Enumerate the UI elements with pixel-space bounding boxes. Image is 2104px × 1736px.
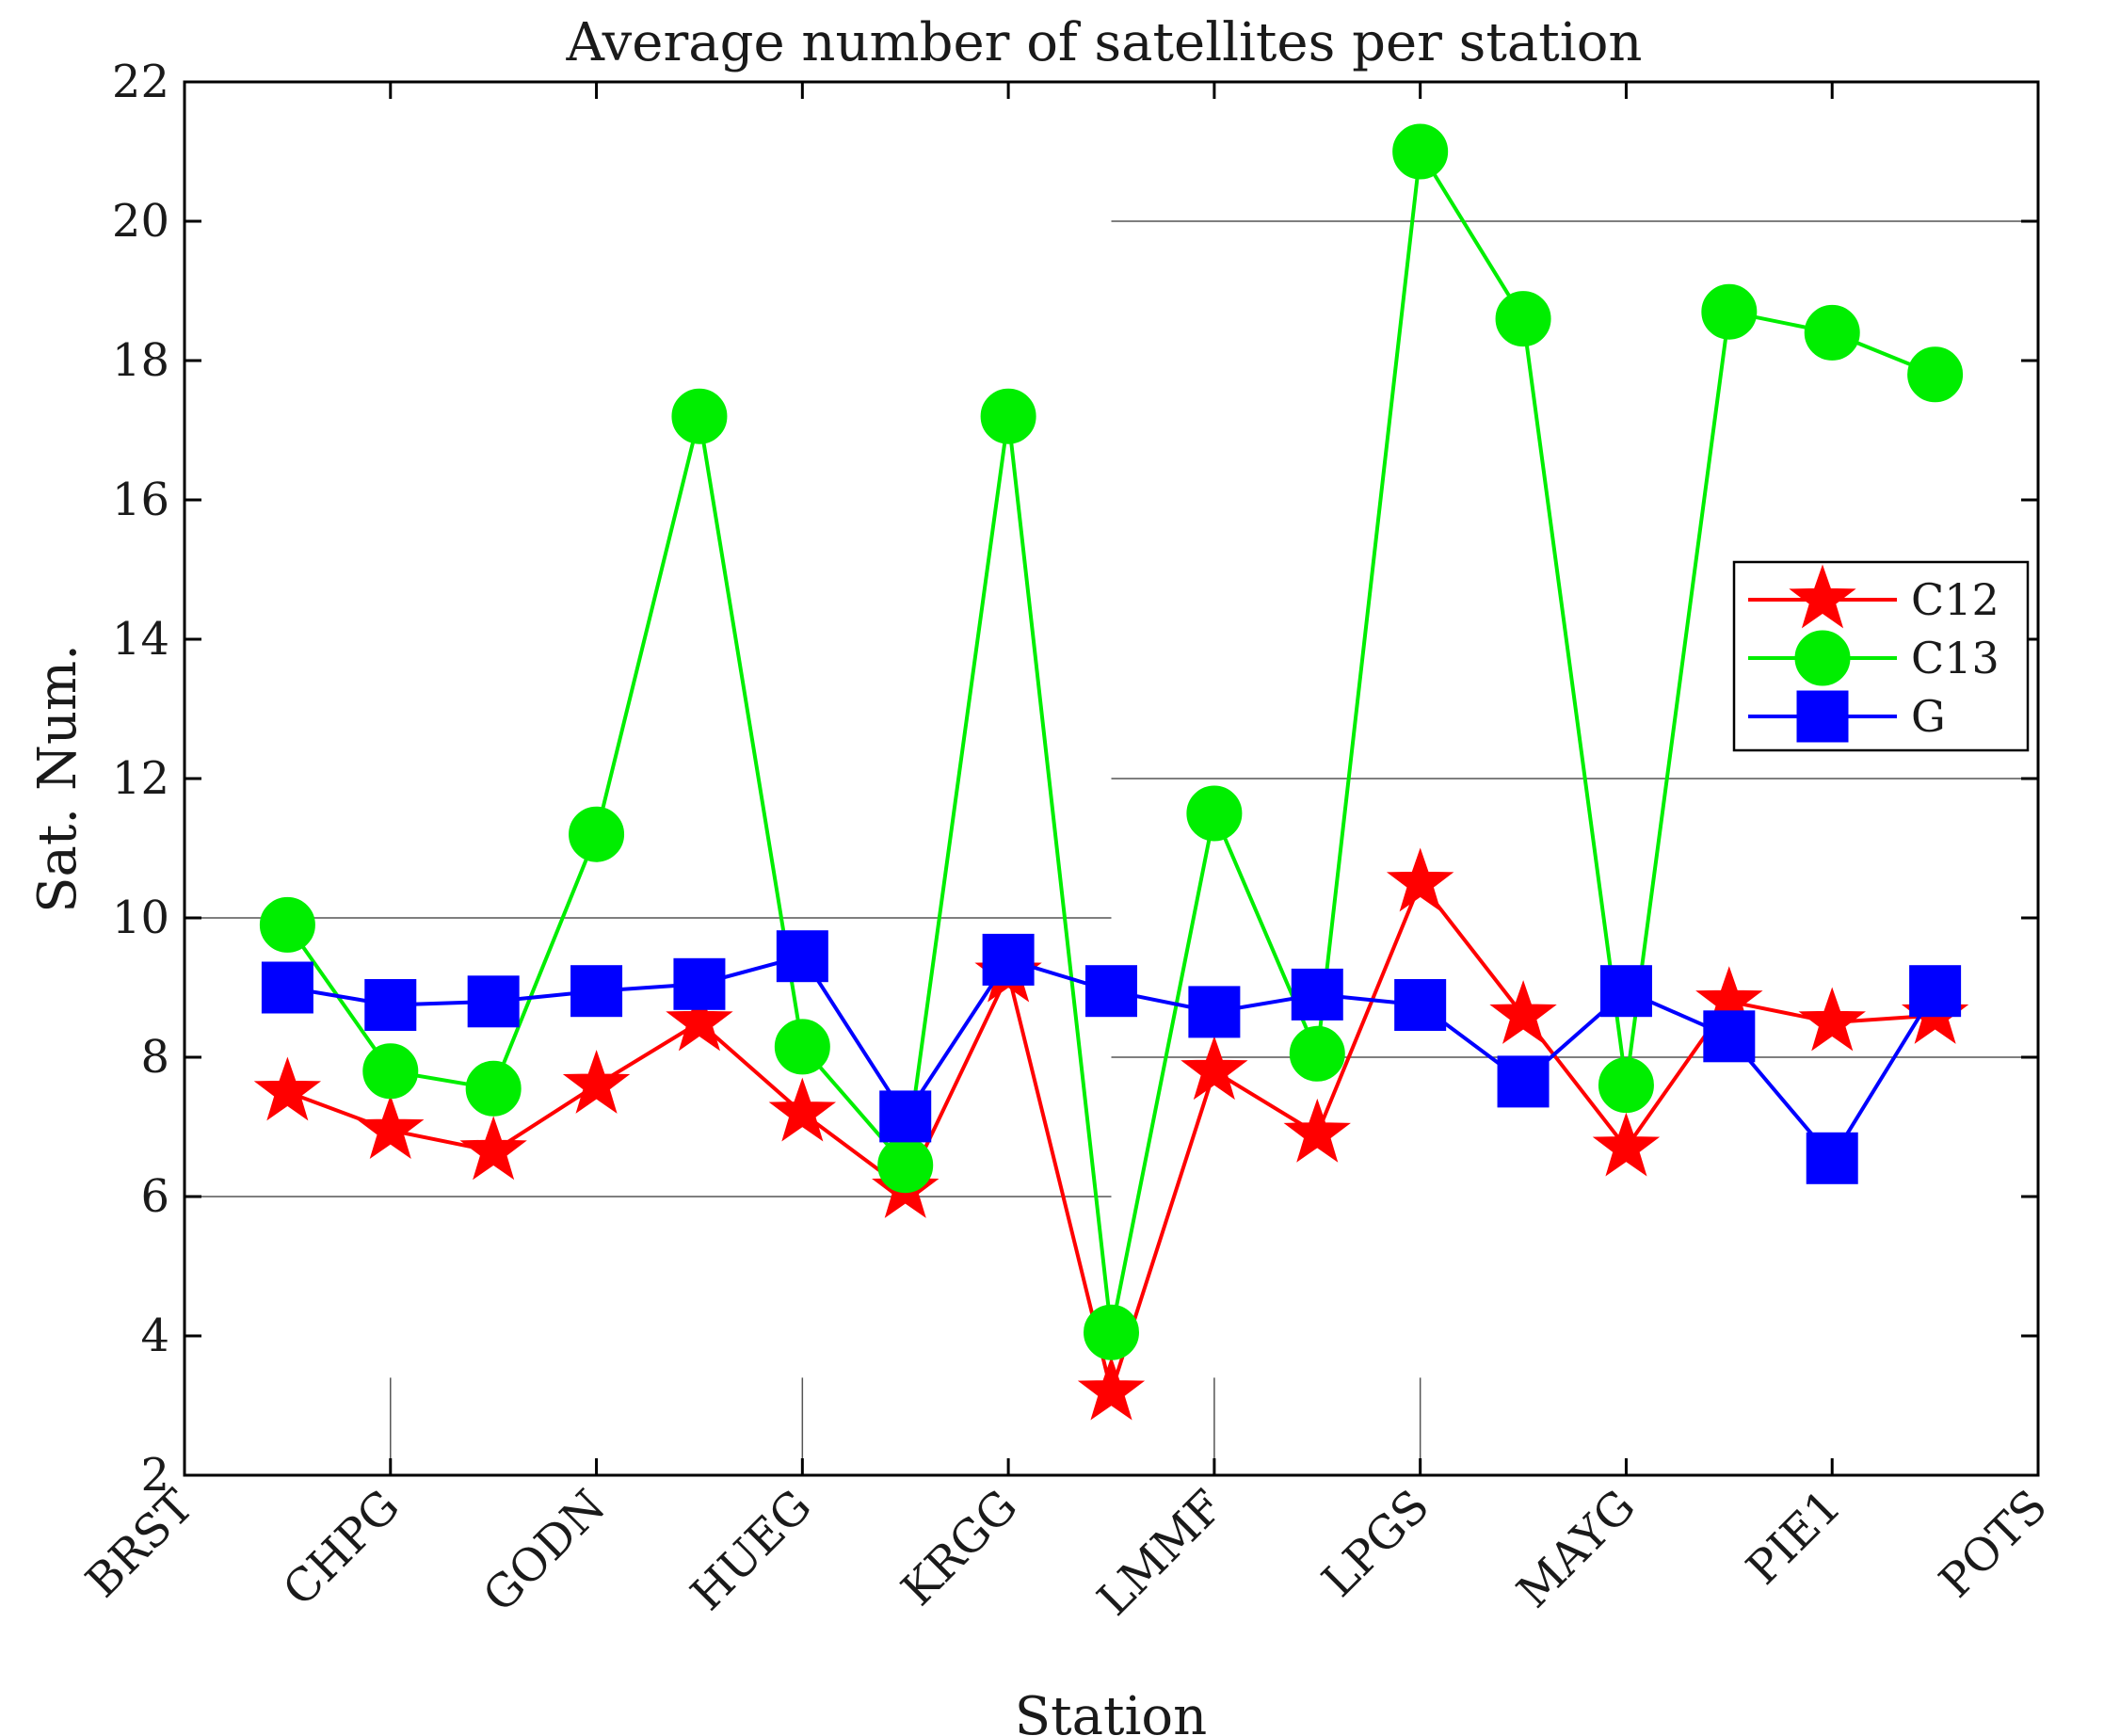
point-c12 xyxy=(768,1077,837,1142)
legend-label-g: G xyxy=(1911,691,1946,742)
y-tick-label: 20 xyxy=(112,195,169,248)
point-c12 xyxy=(1180,1036,1248,1101)
point-g xyxy=(673,957,726,1010)
point-c13 xyxy=(1598,1057,1654,1114)
y-tick-label: 6 xyxy=(140,1170,169,1223)
point-g xyxy=(1909,965,1962,1018)
y-tick-label: 12 xyxy=(112,752,169,805)
point-g xyxy=(1085,965,1137,1018)
y-tick-label: 10 xyxy=(112,892,169,944)
point-c12 xyxy=(1386,847,1454,912)
legend-marker-g xyxy=(1796,690,1849,743)
series-g xyxy=(261,930,1962,1184)
point-c13 xyxy=(259,896,315,953)
point-c13 xyxy=(774,1019,830,1075)
y-tick-label: 4 xyxy=(140,1310,169,1362)
point-c12 xyxy=(357,1095,425,1160)
x-tick-label: POTS xyxy=(1929,1480,2057,1608)
point-g xyxy=(1599,965,1652,1018)
y-axis-label: Sat. Num. xyxy=(27,644,88,913)
point-c12 xyxy=(1077,1356,1146,1421)
point-c13 xyxy=(1701,283,1758,340)
point-c13 xyxy=(1392,123,1449,180)
point-g xyxy=(1188,986,1241,1038)
y-tick-label: 14 xyxy=(112,613,169,666)
x-tick-label: GODN xyxy=(474,1480,616,1622)
point-c13 xyxy=(1084,1304,1139,1360)
series-layer xyxy=(253,123,1969,1421)
x-tick-label: PIE1 xyxy=(1736,1480,1851,1595)
point-c12 xyxy=(459,1116,527,1181)
point-c12 xyxy=(666,987,733,1052)
y-tick-label: 22 xyxy=(112,56,169,108)
x-axis: BRST CHPG GODN HUEG KRGG LMMF LPGS MAYG PIE1 POTS xyxy=(75,82,2057,1626)
point-c13 xyxy=(569,806,625,862)
legend: C12 C13 G xyxy=(1732,560,2030,752)
x-tick-label: LPGS xyxy=(1312,1480,1439,1607)
point-c13 xyxy=(1907,346,1964,403)
point-g xyxy=(364,979,417,1031)
point-c13 xyxy=(980,388,1036,444)
legend-label-c12: C12 xyxy=(1911,574,2000,625)
point-g xyxy=(467,975,520,1028)
point-c12 xyxy=(253,1056,322,1121)
point-g xyxy=(1497,1055,1550,1108)
point-c12 xyxy=(562,1050,631,1114)
legend-marker-c13 xyxy=(1794,630,1851,686)
x-tick-label: KRGG xyxy=(891,1480,1028,1616)
point-c13 xyxy=(877,1137,934,1194)
x-tick-label: LMMF xyxy=(1087,1480,1233,1626)
point-c13 xyxy=(465,1060,522,1117)
legend-label-c13: C13 xyxy=(1911,633,2000,683)
x-tick-label: CHPG xyxy=(273,1480,410,1616)
y-tick-label: 8 xyxy=(140,1031,169,1084)
point-c12 xyxy=(1283,1098,1351,1163)
y-tick-label: 16 xyxy=(112,474,169,526)
point-c13 xyxy=(1186,785,1243,842)
point-c12 xyxy=(1798,987,1866,1052)
point-g xyxy=(1394,979,1447,1031)
point-c12 xyxy=(1489,980,1557,1044)
legend-marker-c12 xyxy=(1789,564,1856,629)
point-g xyxy=(776,930,828,983)
point-g xyxy=(1703,1010,1756,1063)
reference-lines xyxy=(185,220,2038,1475)
point-g xyxy=(879,1090,932,1143)
series-line-c13 xyxy=(285,150,1936,1335)
x-axis-label: Station xyxy=(1015,1686,1207,1736)
chart-title: Average number of satellites per station xyxy=(566,12,1643,73)
point-c13 xyxy=(1289,1025,1345,1082)
point-g xyxy=(1291,968,1343,1021)
point-c13 xyxy=(362,1043,419,1100)
point-c12 xyxy=(1592,1112,1661,1177)
y-tick-label: 18 xyxy=(112,334,169,387)
point-g xyxy=(261,961,313,1014)
y-axis: 2 4 6 8 10 12 14 16 18 20 22 xyxy=(112,56,2038,1502)
point-c13 xyxy=(1804,304,1860,361)
point-g xyxy=(570,965,623,1018)
point-c13 xyxy=(671,388,728,444)
x-tick-label: HUEG xyxy=(681,1480,822,1621)
x-tick-label: MAYG xyxy=(1507,1480,1646,1618)
series-c13 xyxy=(259,123,1964,1360)
point-g xyxy=(1806,1132,1858,1184)
y-tick-label: 2 xyxy=(140,1449,169,1502)
point-g xyxy=(982,933,1035,986)
point-c13 xyxy=(1495,291,1551,347)
